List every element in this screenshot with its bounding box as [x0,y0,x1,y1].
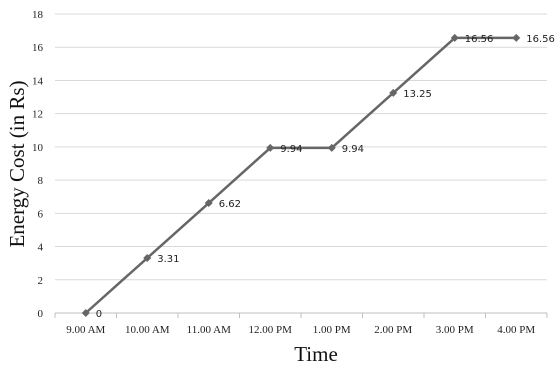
x-tick-label: 1.00 PM [313,324,351,336]
y-tick-label: 16 [32,42,44,54]
x-tick-label: 10.00 AM [125,324,170,336]
data-point-marker [389,88,398,97]
axes [54,312,548,318]
y-tick-label: 4 [38,242,44,254]
series-line [84,36,517,314]
x-tick-label: 2.00 PM [374,324,412,336]
y-tick-label: 2 [38,275,44,287]
x-tick-label: 12.00 PM [249,324,293,336]
data-label: 9.94 [342,144,364,155]
data-label: 3.31 [157,254,179,265]
x-tick-label: 9.00 AM [66,324,105,336]
data-label: 6.62 [219,199,241,210]
y-tick-label: 8 [38,175,44,187]
y-tick-label: 6 [38,208,44,220]
data-point-marker [266,143,275,152]
x-tick-label: 4.00 PM [497,324,535,336]
y-axis-title: Energy Cost (in Rs) [5,80,29,247]
y-tick-label: 14 [32,75,44,87]
data-markers [81,33,521,317]
y-tick-label: 18 [32,9,44,21]
y-tick-label: 0 [38,308,44,320]
data-point-marker [143,254,152,263]
x-tick-label: 3.00 PM [436,324,474,336]
data-labels: 0 3.31 6.62 9.94 9.94 13.25 16.56 16.56 [96,34,555,320]
data-point-marker [204,199,213,208]
x-tick-label: 11.00 AM [187,324,231,336]
y-tick-labels: 0 2 4 6 8 10 12 14 16 18 [32,9,44,320]
data-label: 0 [96,309,102,320]
data-point-marker [450,33,459,42]
data-point-marker [81,309,90,317]
data-label: 16.56 [526,34,555,45]
y-tick-label: 12 [32,109,43,121]
data-label: 13.25 [403,89,432,100]
data-point-marker [327,143,336,152]
data-label: 16.56 [465,34,494,45]
y-tick-label: 10 [32,142,44,154]
series-line-0 [84,36,517,314]
data-label: 9.94 [280,144,302,155]
x-tick-labels: 9.00 AM 10.00 AM 11.00 AM 12.00 PM 1.00 PM 2.… [66,324,535,336]
data-point-marker [512,33,521,42]
x-axis-title: Time [294,342,338,365]
